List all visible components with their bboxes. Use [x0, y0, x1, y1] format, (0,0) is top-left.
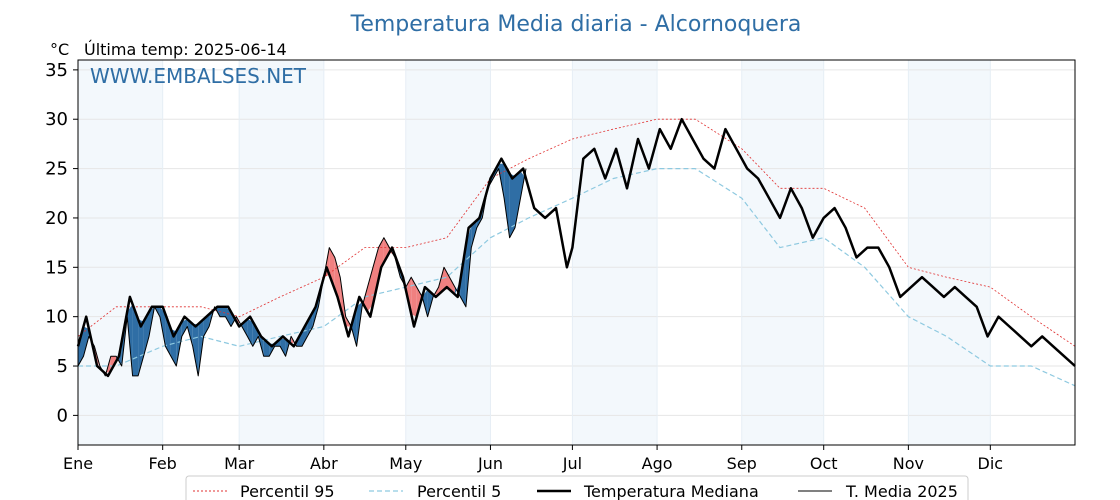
anomaly-warm-fill [334, 257, 341, 307]
anomaly-cold-fill [280, 338, 286, 357]
legend-2025-label: T. Media 2025 [845, 482, 958, 500]
x-tick-label-ago: Ago [642, 454, 673, 473]
legend-p5-label: Percentil 5 [417, 482, 501, 500]
legend: Percentil 95 Percentil 5 Temperatura Med… [185, 475, 969, 500]
series-percentil-95 [77, 118, 1076, 347]
anomaly-cold-fill [78, 326, 84, 366]
anomaly-warm-fill [329, 247, 335, 290]
anomaly-cold-fill [465, 225, 472, 307]
anomaly-cold-fill [181, 319, 188, 337]
anomaly-cold-fill [138, 319, 144, 376]
month-shade-mar [239, 60, 324, 445]
y-tick-label: 30 [45, 109, 68, 130]
x-tick-label-mar: Mar [224, 454, 255, 473]
x-tick-label-jun: Jun [477, 454, 503, 473]
plot-area: 0 5 10 15 20 25 30 35 Ene Feb Mar Abr May Jun Jul Ago Se… [45, 59, 1076, 473]
anomaly-cold-fill [143, 311, 149, 357]
x-tick-label-dic: Dic [978, 454, 1004, 473]
anomaly-warm-fill [367, 267, 373, 312]
anomaly-cold-fill [83, 326, 89, 357]
anomaly-cold-fill [220, 306, 226, 317]
anomaly-cold-fill [198, 319, 204, 376]
month-shade-ene [78, 60, 163, 445]
anomaly-cold-fill [515, 171, 521, 228]
month-shade-nov [908, 60, 991, 445]
y-unit-label: °C [50, 40, 69, 59]
x-tick-label-nov: Nov [893, 454, 924, 473]
anomaly-cold-fill [247, 319, 253, 347]
anomaly-cold-fill [351, 306, 357, 347]
chart-title: Temperatura Media diaria - Alcornoquera [350, 12, 802, 37]
y-tick-label: 0 [57, 405, 68, 426]
y-tick-label: 15 [45, 257, 68, 278]
legend-box [185, 475, 969, 500]
x-tick-label-jul: Jul [562, 454, 582, 473]
y-tick-label: 5 [57, 356, 68, 377]
anomaly-warm-fill [383, 237, 390, 263]
anomaly-cold-fill [203, 314, 210, 337]
anomaly-cold-fill [176, 321, 182, 366]
legend-median-label: Temperatura Mediana [583, 482, 759, 500]
x-tick-label-abr: Abr [310, 454, 338, 473]
x-tick-label-feb: Feb [149, 454, 177, 473]
month-shade-sep [741, 60, 824, 445]
series-t-media-2025 [77, 168, 527, 377]
x-tick-label-sep: Sep [727, 454, 757, 473]
x-tick-label-ene: Ene [63, 454, 93, 473]
series-temperatura-mediana [76, 117, 1076, 378]
last-temp-label: Última temp: 2025-06-14 [84, 40, 287, 59]
anomaly-cold-fill [252, 321, 259, 347]
y-tick-label: 35 [45, 60, 68, 81]
month-shade-may [405, 60, 491, 445]
anomaly-warm-fill [373, 247, 379, 305]
x-tick-label-may: May [389, 454, 422, 473]
anomaly-cold-fill [302, 321, 308, 347]
anomaly-cold-fill [504, 163, 510, 238]
y-tick-label: 10 [45, 307, 68, 328]
anomaly-warm-fill [444, 267, 450, 290]
watermark: WWW.EMBALSES.NET [90, 64, 307, 88]
anomaly-cold-fill [509, 173, 515, 238]
legend-p95-label: Percentil 95 [240, 482, 335, 500]
y-tick-label: 25 [45, 159, 68, 180]
y-tick-label: 20 [45, 208, 68, 229]
month-shade-jul [572, 60, 658, 445]
anomaly-warm-fill [411, 277, 417, 317]
x-tick-label-oct: Oct [810, 454, 838, 473]
series-percentil-5 [78, 168, 1076, 387]
anomaly-cold-fill [307, 311, 313, 337]
plot-frame [77, 59, 1076, 446]
anomaly-cold-fill [170, 329, 177, 366]
